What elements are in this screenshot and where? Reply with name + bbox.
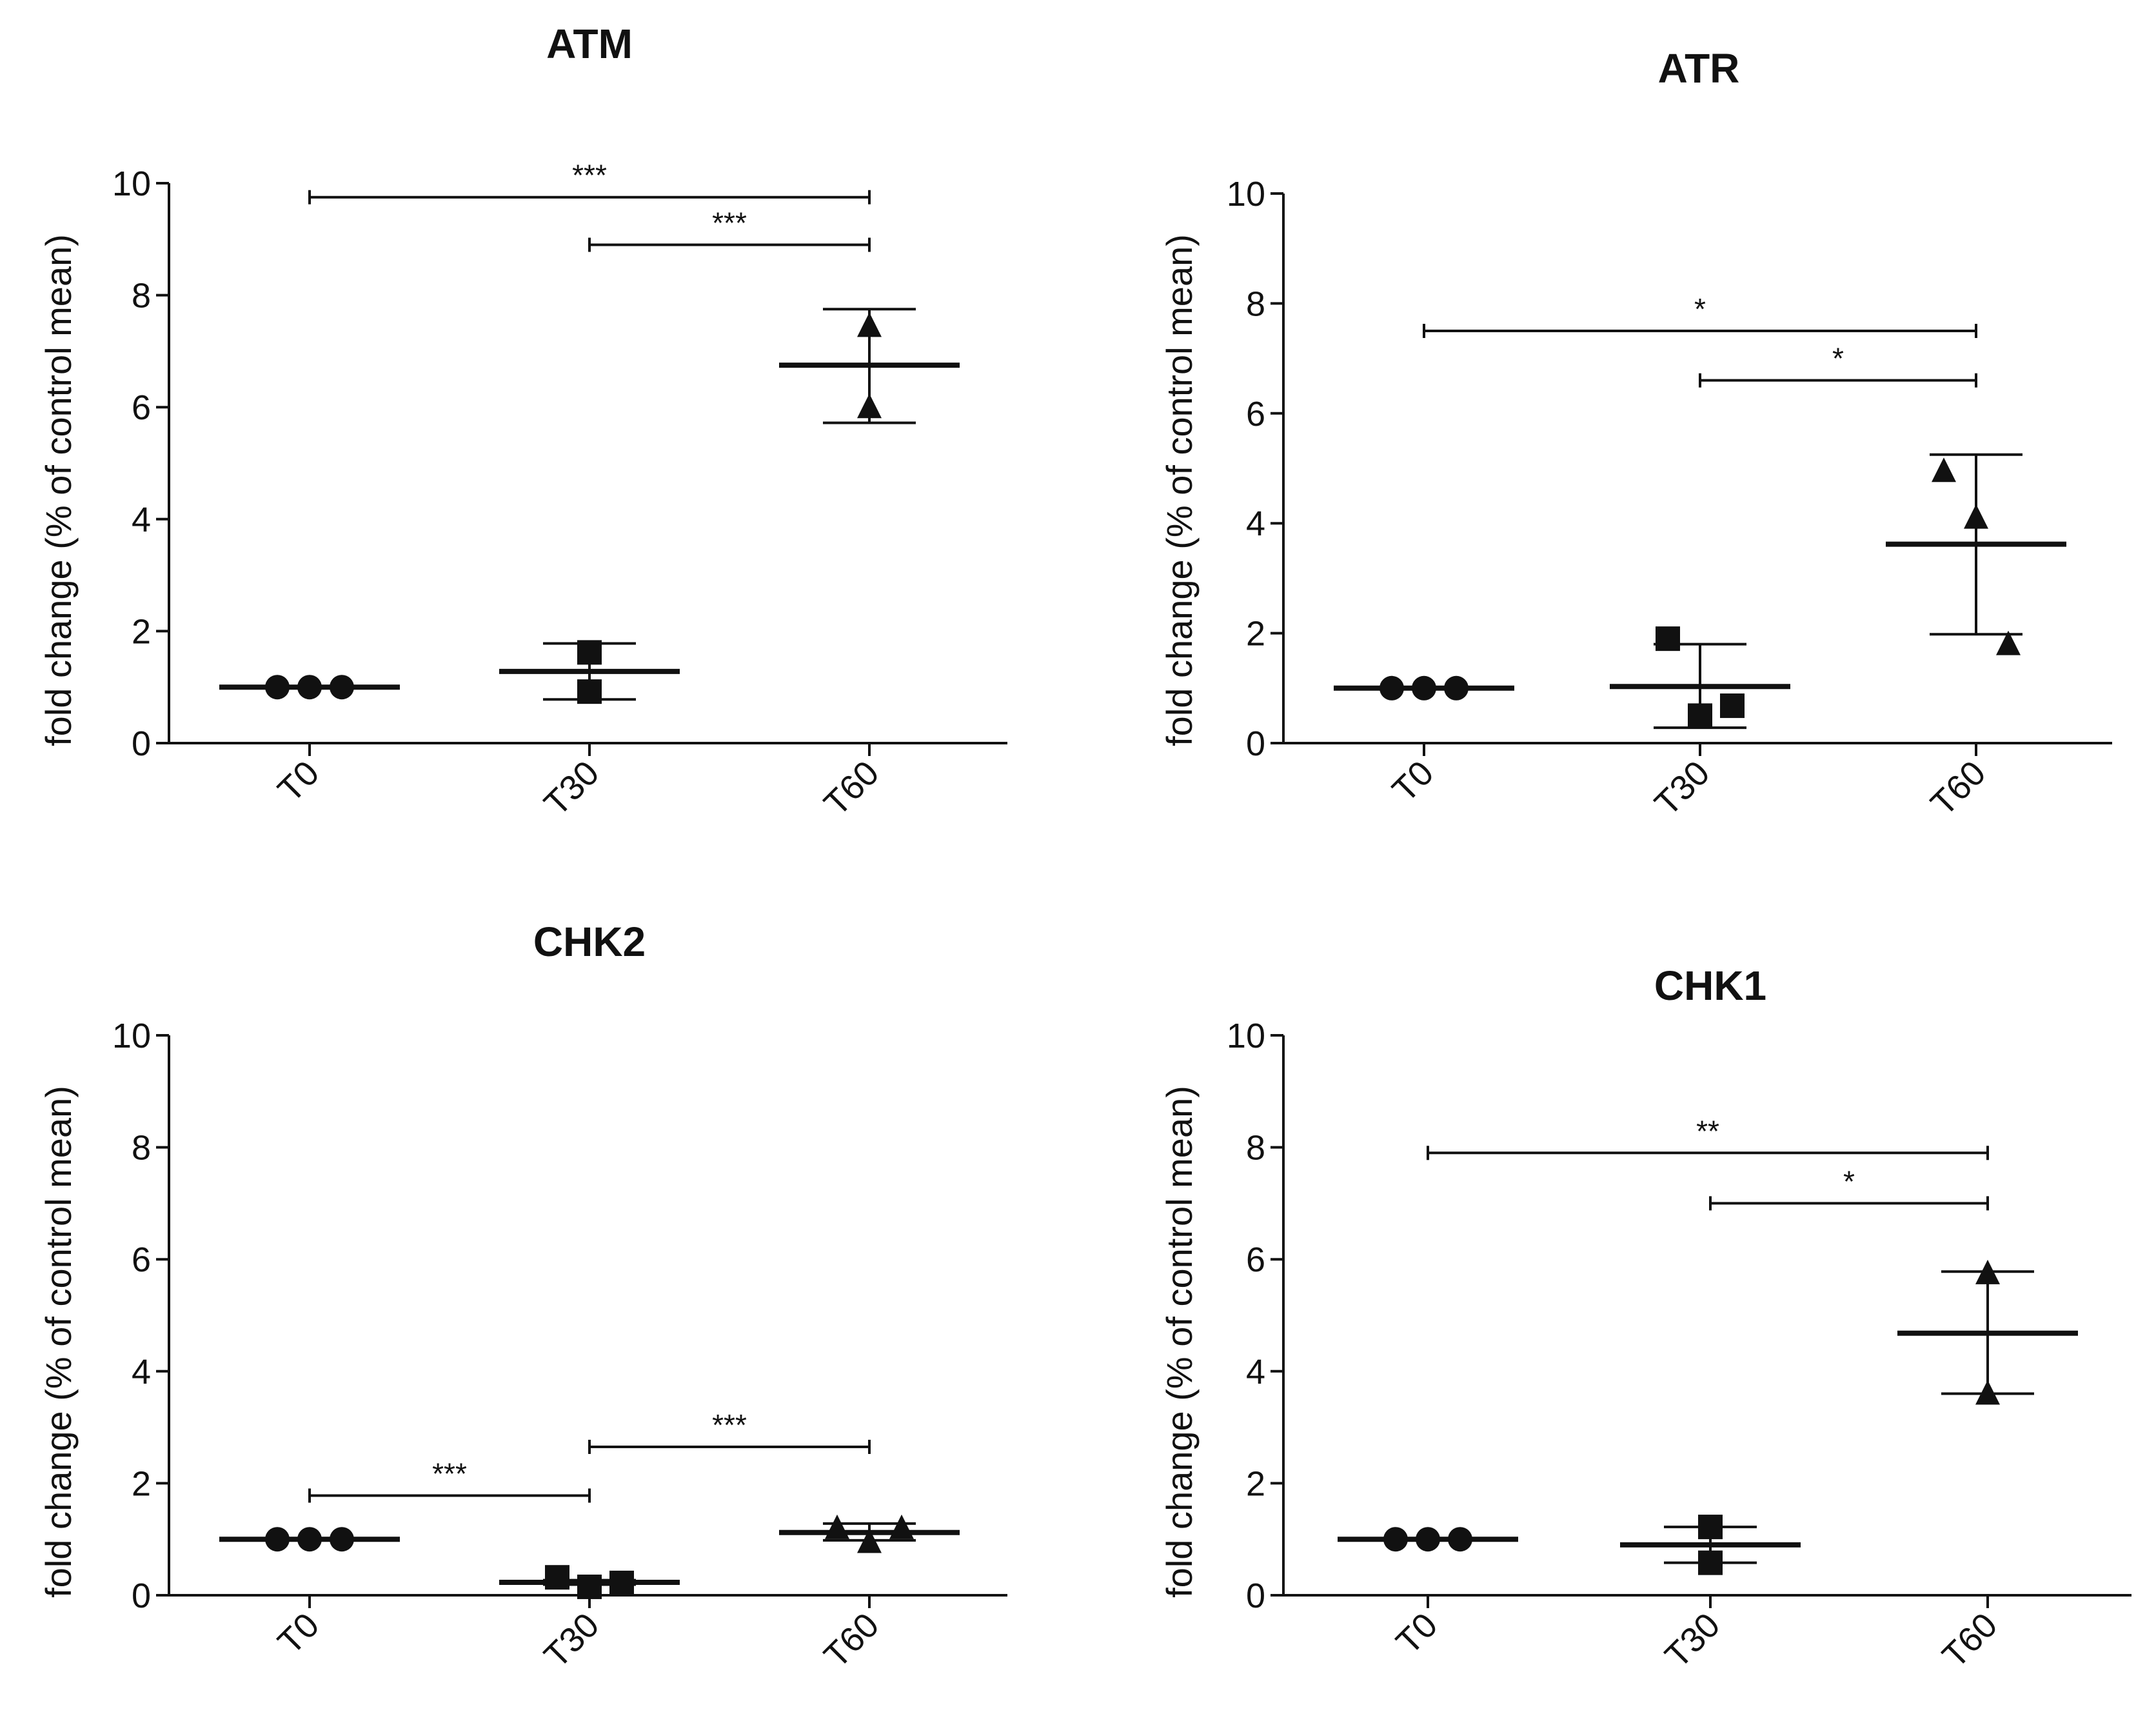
y-tick-label: 4 xyxy=(132,1353,151,1391)
y-tick-label: 6 xyxy=(1246,395,1265,433)
panel-title: CHK1 xyxy=(1654,962,1766,1009)
y-tick-label: 6 xyxy=(132,1240,151,1279)
y-axis-label: fold change (% of control mean) xyxy=(1159,234,1200,746)
data-point-circle xyxy=(1380,675,1404,701)
data-point-circle xyxy=(265,1527,290,1552)
data-point-circle xyxy=(1448,1527,1472,1552)
data-point-circle xyxy=(1383,1527,1408,1552)
y-tick-label: 8 xyxy=(1246,1129,1265,1168)
y-tick-label: 2 xyxy=(1246,1464,1265,1503)
data-point-triangle xyxy=(1975,1259,2000,1284)
data-point-square xyxy=(1698,1550,1723,1575)
y-tick-label: 8 xyxy=(132,1129,151,1168)
y-axis-label: fold change (% of control mean) xyxy=(38,234,79,746)
y-tick-label: 0 xyxy=(1246,1577,1265,1615)
significance-label: * xyxy=(1843,1164,1855,1198)
y-tick-label: 0 xyxy=(1246,724,1265,763)
data-point-square xyxy=(1720,693,1745,719)
y-tick-label: 10 xyxy=(1227,175,1265,214)
data-point-square xyxy=(609,1570,634,1595)
data-point-triangle xyxy=(857,312,882,337)
data-point-circle xyxy=(1416,1527,1440,1552)
y-tick-label: 2 xyxy=(132,1464,151,1503)
data-point-triangle xyxy=(857,393,882,419)
data-point-triangle xyxy=(857,1528,882,1553)
y-axis-label: fold change (% of control mean) xyxy=(38,1086,79,1598)
y-tick-label: 0 xyxy=(132,1577,151,1615)
y-tick-label: 8 xyxy=(132,277,151,315)
data-point-triangle xyxy=(1964,504,1988,529)
data-point-square xyxy=(1656,626,1680,652)
data-point-circle xyxy=(330,675,354,700)
significance-label: * xyxy=(1694,292,1706,326)
y-tick-label: 8 xyxy=(1246,284,1265,323)
data-point-triangle xyxy=(1975,1380,2000,1405)
data-point-circle xyxy=(1412,675,1436,701)
significance-label: *** xyxy=(712,206,747,239)
panel-title: ATR xyxy=(1658,45,1740,92)
data-point-square xyxy=(577,679,602,704)
y-tick-label: 4 xyxy=(132,501,151,539)
data-point-circle xyxy=(297,1527,322,1552)
data-point-circle xyxy=(265,675,290,700)
significance-label: *** xyxy=(572,159,607,192)
data-point-triangle xyxy=(1996,630,2021,655)
y-axis-label: fold change (% of control mean) xyxy=(1159,1086,1200,1598)
panel-title: CHK2 xyxy=(533,919,646,965)
y-tick-label: 2 xyxy=(1246,615,1265,653)
data-point-circle xyxy=(297,675,322,700)
data-point-square xyxy=(1688,703,1712,728)
y-tick-label: 10 xyxy=(1227,1017,1265,1055)
significance-label: *** xyxy=(432,1457,467,1490)
data-point-triangle xyxy=(825,1514,849,1539)
panel-chk1: CHK1 fold change (% of control mean) 0 2 4… xyxy=(1159,962,2131,1675)
data-point-square xyxy=(577,640,602,665)
data-point-square xyxy=(1698,1515,1723,1540)
y-tick-label: 10 xyxy=(112,164,151,203)
y-tick-label: 6 xyxy=(1246,1240,1265,1279)
y-tick-label: 10 xyxy=(112,1017,151,1055)
y-tick-label: 6 xyxy=(132,388,151,427)
data-point-circle xyxy=(1444,675,1469,701)
data-point-triangle xyxy=(889,1514,914,1539)
significance-label: ** xyxy=(1696,1114,1719,1148)
panel-title: ATM xyxy=(546,21,633,67)
y-tick-label: 2 xyxy=(132,612,151,651)
data-point-circle xyxy=(330,1527,354,1552)
data-point-triangle xyxy=(1932,457,1956,483)
data-point-square xyxy=(577,1574,602,1599)
y-tick-label: 4 xyxy=(1246,1353,1265,1391)
significance-label: * xyxy=(1832,342,1844,375)
y-tick-label: 4 xyxy=(1246,504,1265,543)
data-point-square xyxy=(545,1565,569,1590)
panel-chk2: CHK2 fold change (% of control mean) 0 2 4… xyxy=(38,919,1007,1675)
significance-label: *** xyxy=(712,1408,747,1442)
y-tick-label: 0 xyxy=(132,724,151,763)
